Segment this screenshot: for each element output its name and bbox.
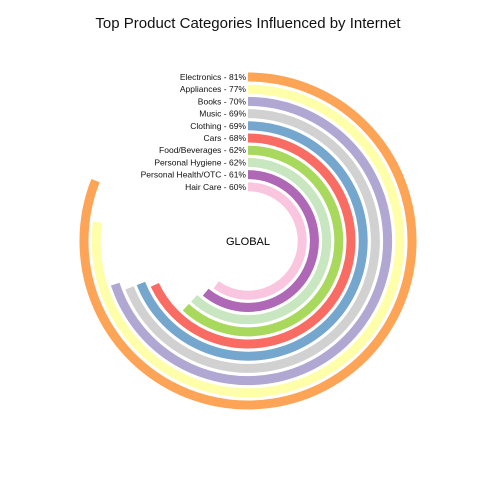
chart-title: Top Product Categories Influenced by Int… bbox=[95, 15, 401, 32]
label-personal-health-otc: Personal Health/OTC - 61% bbox=[141, 170, 247, 180]
label-hair-care: Hair Care - 60% bbox=[185, 182, 246, 192]
arc-hair-care bbox=[213, 182, 307, 300]
arc-appliances bbox=[91, 84, 405, 398]
center-label: GLOBAL bbox=[226, 236, 270, 248]
label-books: Books - 70% bbox=[198, 96, 247, 106]
arc-electronics bbox=[79, 72, 417, 410]
label-music: Music - 69% bbox=[199, 109, 246, 119]
label-personal-hygiene: Personal Hygiene - 62% bbox=[154, 157, 246, 167]
arc-cars bbox=[150, 133, 356, 349]
arc-clothing bbox=[136, 121, 368, 361]
arc-food-beverages bbox=[182, 145, 344, 337]
label-appliances: Appliances - 77% bbox=[180, 84, 247, 94]
label-food-beverages: Food/Beverages - 62% bbox=[159, 145, 246, 155]
label-electronics: Electronics - 81% bbox=[180, 72, 247, 82]
arc-group bbox=[79, 72, 417, 410]
arc-books bbox=[110, 96, 393, 386]
label-cars: Cars - 68% bbox=[203, 133, 246, 143]
arc-personal-health-otc bbox=[202, 170, 319, 312]
label-group: Electronics - 81% Appliances - 77% Books -… bbox=[141, 72, 247, 192]
label-clothing: Clothing - 69% bbox=[190, 121, 246, 131]
arc-music bbox=[125, 109, 380, 373]
arc-personal-hygiene bbox=[191, 157, 332, 325]
